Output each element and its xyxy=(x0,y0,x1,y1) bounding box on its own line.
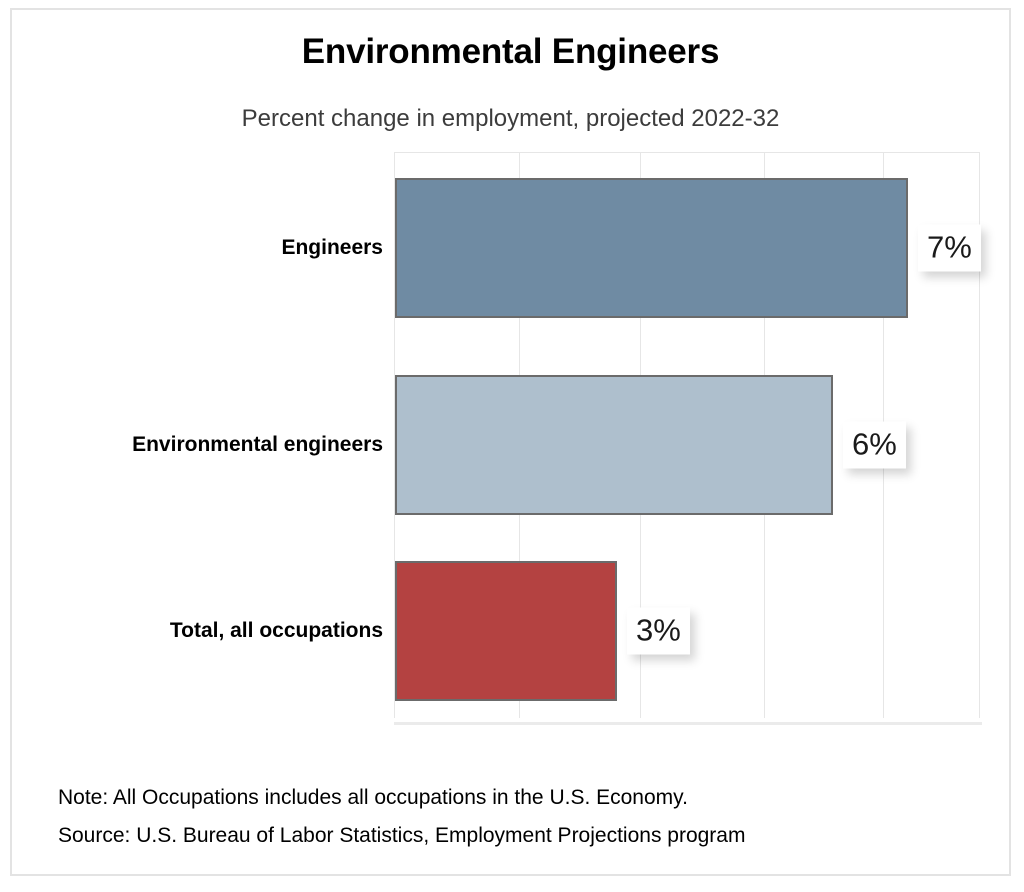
bar-engineers[interactable] xyxy=(395,178,908,318)
bar-value-total-all-occupations: 3% xyxy=(627,607,690,655)
bar-label-total-all-occupations: Total, all occupations xyxy=(169,619,383,642)
bar-row-engineers: Engineers 7% xyxy=(281,178,981,318)
bar-row-total-all-occupations: Total, all occupations 3% xyxy=(170,561,979,701)
plot-area: Engineers 7% Environmental engineers 6% … xyxy=(132,152,981,718)
bar-value-environmental-engineers: 6% xyxy=(843,421,906,469)
chart-card: Environmental Engineers Percent change i… xyxy=(10,8,1011,876)
chart-subtitle: Percent change in employment, projected … xyxy=(241,105,780,132)
footnotes: Note: All Occupations includes all occup… xyxy=(58,786,978,862)
bar-value-engineers: 7% xyxy=(918,224,981,272)
note-line: Note: All Occupations includes all occup… xyxy=(58,786,688,809)
axis-baseline xyxy=(394,722,982,725)
bar-total-all-occupations[interactable] xyxy=(395,561,617,701)
source-line: Source: U.S. Bureau of Labor Statistics,… xyxy=(58,824,746,847)
bar-environmental-engineers[interactable] xyxy=(395,375,833,515)
bar-label-engineers: Engineers xyxy=(281,236,383,259)
page-title: Environmental Engineers xyxy=(301,32,720,71)
bar-row-environmental-engineers: Environmental engineers 6% xyxy=(132,375,979,515)
bar-label-environmental-engineers: Environmental engineers xyxy=(132,433,383,456)
